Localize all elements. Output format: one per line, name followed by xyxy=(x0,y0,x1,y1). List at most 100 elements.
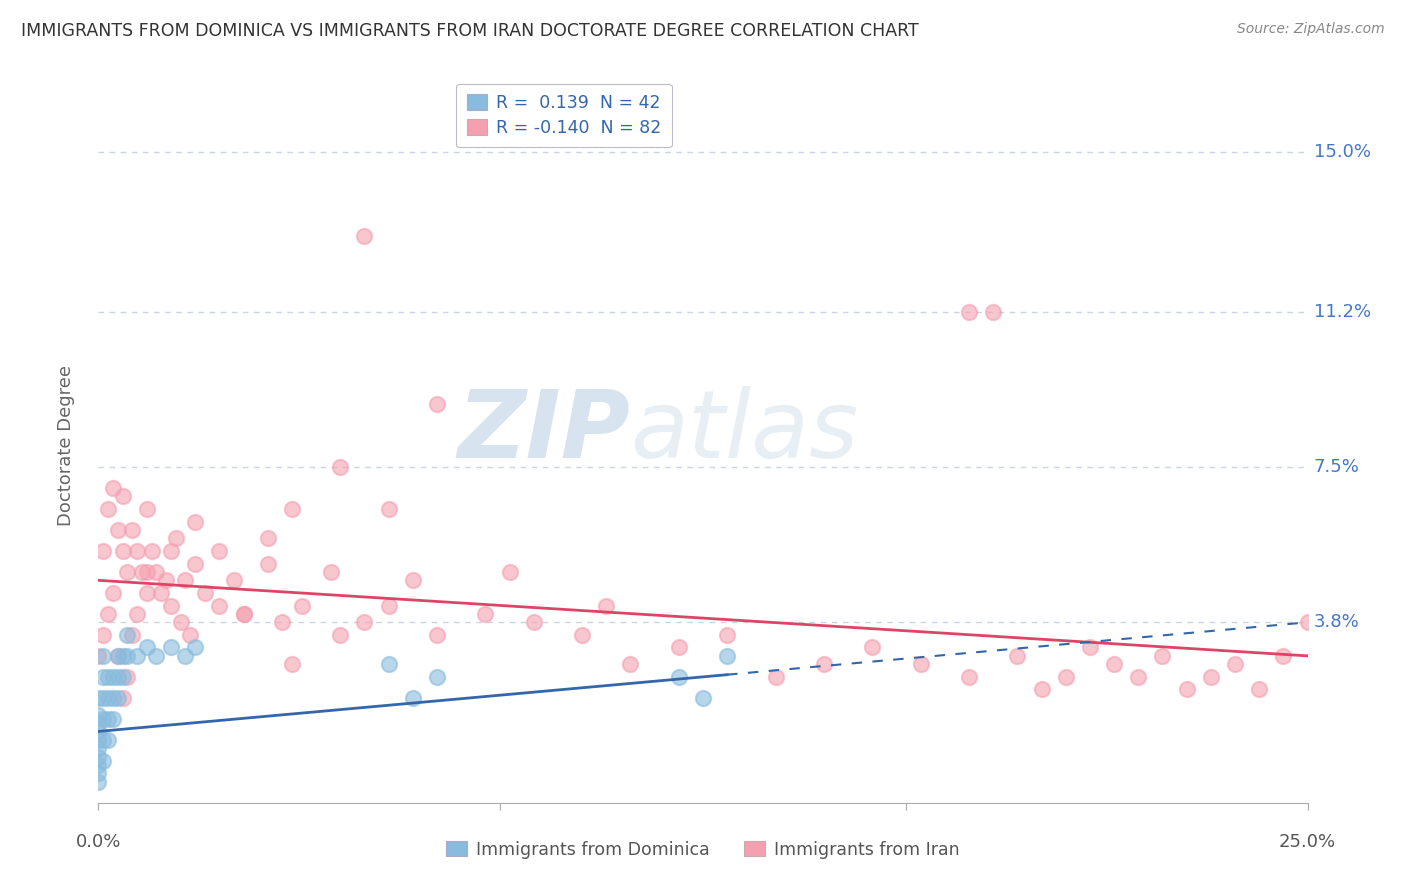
Point xyxy=(107,523,129,537)
Point xyxy=(498,565,520,579)
Point xyxy=(87,758,110,772)
Point xyxy=(127,544,149,558)
Point xyxy=(860,640,883,655)
Point xyxy=(353,229,375,244)
Point xyxy=(1152,648,1174,663)
Point xyxy=(169,615,191,630)
Point xyxy=(87,749,110,764)
Point xyxy=(117,670,139,684)
Point xyxy=(1223,657,1246,672)
Point xyxy=(97,607,120,621)
Point xyxy=(107,690,129,705)
Point xyxy=(87,707,110,722)
Text: 11.2%: 11.2% xyxy=(1313,302,1371,321)
Point xyxy=(87,741,110,756)
Point xyxy=(1272,648,1295,663)
Point xyxy=(127,648,149,663)
Point xyxy=(377,599,399,613)
Point xyxy=(377,502,399,516)
Point xyxy=(716,648,738,663)
Point xyxy=(111,670,134,684)
Point xyxy=(184,640,207,655)
Point xyxy=(232,607,254,621)
Point xyxy=(402,574,425,588)
Point xyxy=(87,724,110,739)
Text: 3.8%: 3.8% xyxy=(1313,614,1360,632)
Point xyxy=(1175,682,1198,697)
Point xyxy=(107,648,129,663)
Point xyxy=(194,586,217,600)
Point xyxy=(150,586,173,600)
Point xyxy=(121,523,143,537)
Point xyxy=(426,628,449,642)
Point xyxy=(97,712,120,726)
Point xyxy=(981,304,1004,318)
Point xyxy=(1296,615,1319,630)
Text: ZIP: ZIP xyxy=(457,385,630,478)
Point xyxy=(329,460,352,475)
Point xyxy=(107,670,129,684)
Point xyxy=(256,532,278,546)
Point xyxy=(111,544,134,558)
Text: 15.0%: 15.0% xyxy=(1313,143,1371,161)
Point xyxy=(174,648,197,663)
Point xyxy=(377,657,399,672)
Point xyxy=(135,565,157,579)
Point xyxy=(957,304,980,318)
Point xyxy=(1078,640,1101,655)
Point xyxy=(117,648,139,663)
Point xyxy=(135,640,157,655)
Point xyxy=(111,648,134,663)
Point xyxy=(692,690,714,705)
Point xyxy=(117,565,139,579)
Point xyxy=(232,607,254,621)
Point xyxy=(160,544,183,558)
Point xyxy=(571,628,593,642)
Point xyxy=(426,670,449,684)
Point xyxy=(290,599,312,613)
Point xyxy=(329,628,352,642)
Point xyxy=(165,532,187,546)
Point xyxy=(87,732,110,747)
Point xyxy=(1054,670,1077,684)
Text: 7.5%: 7.5% xyxy=(1313,458,1360,476)
Text: Source: ZipAtlas.com: Source: ZipAtlas.com xyxy=(1237,22,1385,37)
Point xyxy=(91,544,114,558)
Point xyxy=(271,615,294,630)
Point xyxy=(101,690,124,705)
Text: 0.0%: 0.0% xyxy=(76,833,121,851)
Text: atlas: atlas xyxy=(630,386,859,477)
Point xyxy=(97,502,120,516)
Point xyxy=(97,690,120,705)
Point xyxy=(145,565,167,579)
Point xyxy=(523,615,546,630)
Point xyxy=(716,628,738,642)
Point xyxy=(353,615,375,630)
Point xyxy=(111,690,134,705)
Point xyxy=(1007,648,1029,663)
Point xyxy=(121,628,143,642)
Legend: Immigrants from Dominica, Immigrants from Iran: Immigrants from Dominica, Immigrants fro… xyxy=(440,834,966,865)
Point xyxy=(184,557,207,571)
Point xyxy=(668,640,690,655)
Point xyxy=(91,732,114,747)
Point xyxy=(87,716,110,731)
Point xyxy=(91,670,114,684)
Point xyxy=(111,489,134,503)
Point xyxy=(91,648,114,663)
Point xyxy=(101,712,124,726)
Point xyxy=(160,599,183,613)
Point xyxy=(160,640,183,655)
Point xyxy=(97,670,120,684)
Point xyxy=(256,557,278,571)
Point xyxy=(281,657,304,672)
Point xyxy=(1249,682,1271,697)
Point xyxy=(101,481,124,495)
Point xyxy=(179,628,201,642)
Point xyxy=(135,586,157,600)
Point xyxy=(87,648,110,663)
Point xyxy=(101,670,124,684)
Text: 25.0%: 25.0% xyxy=(1279,833,1336,851)
Point xyxy=(668,670,690,684)
Point xyxy=(619,657,641,672)
